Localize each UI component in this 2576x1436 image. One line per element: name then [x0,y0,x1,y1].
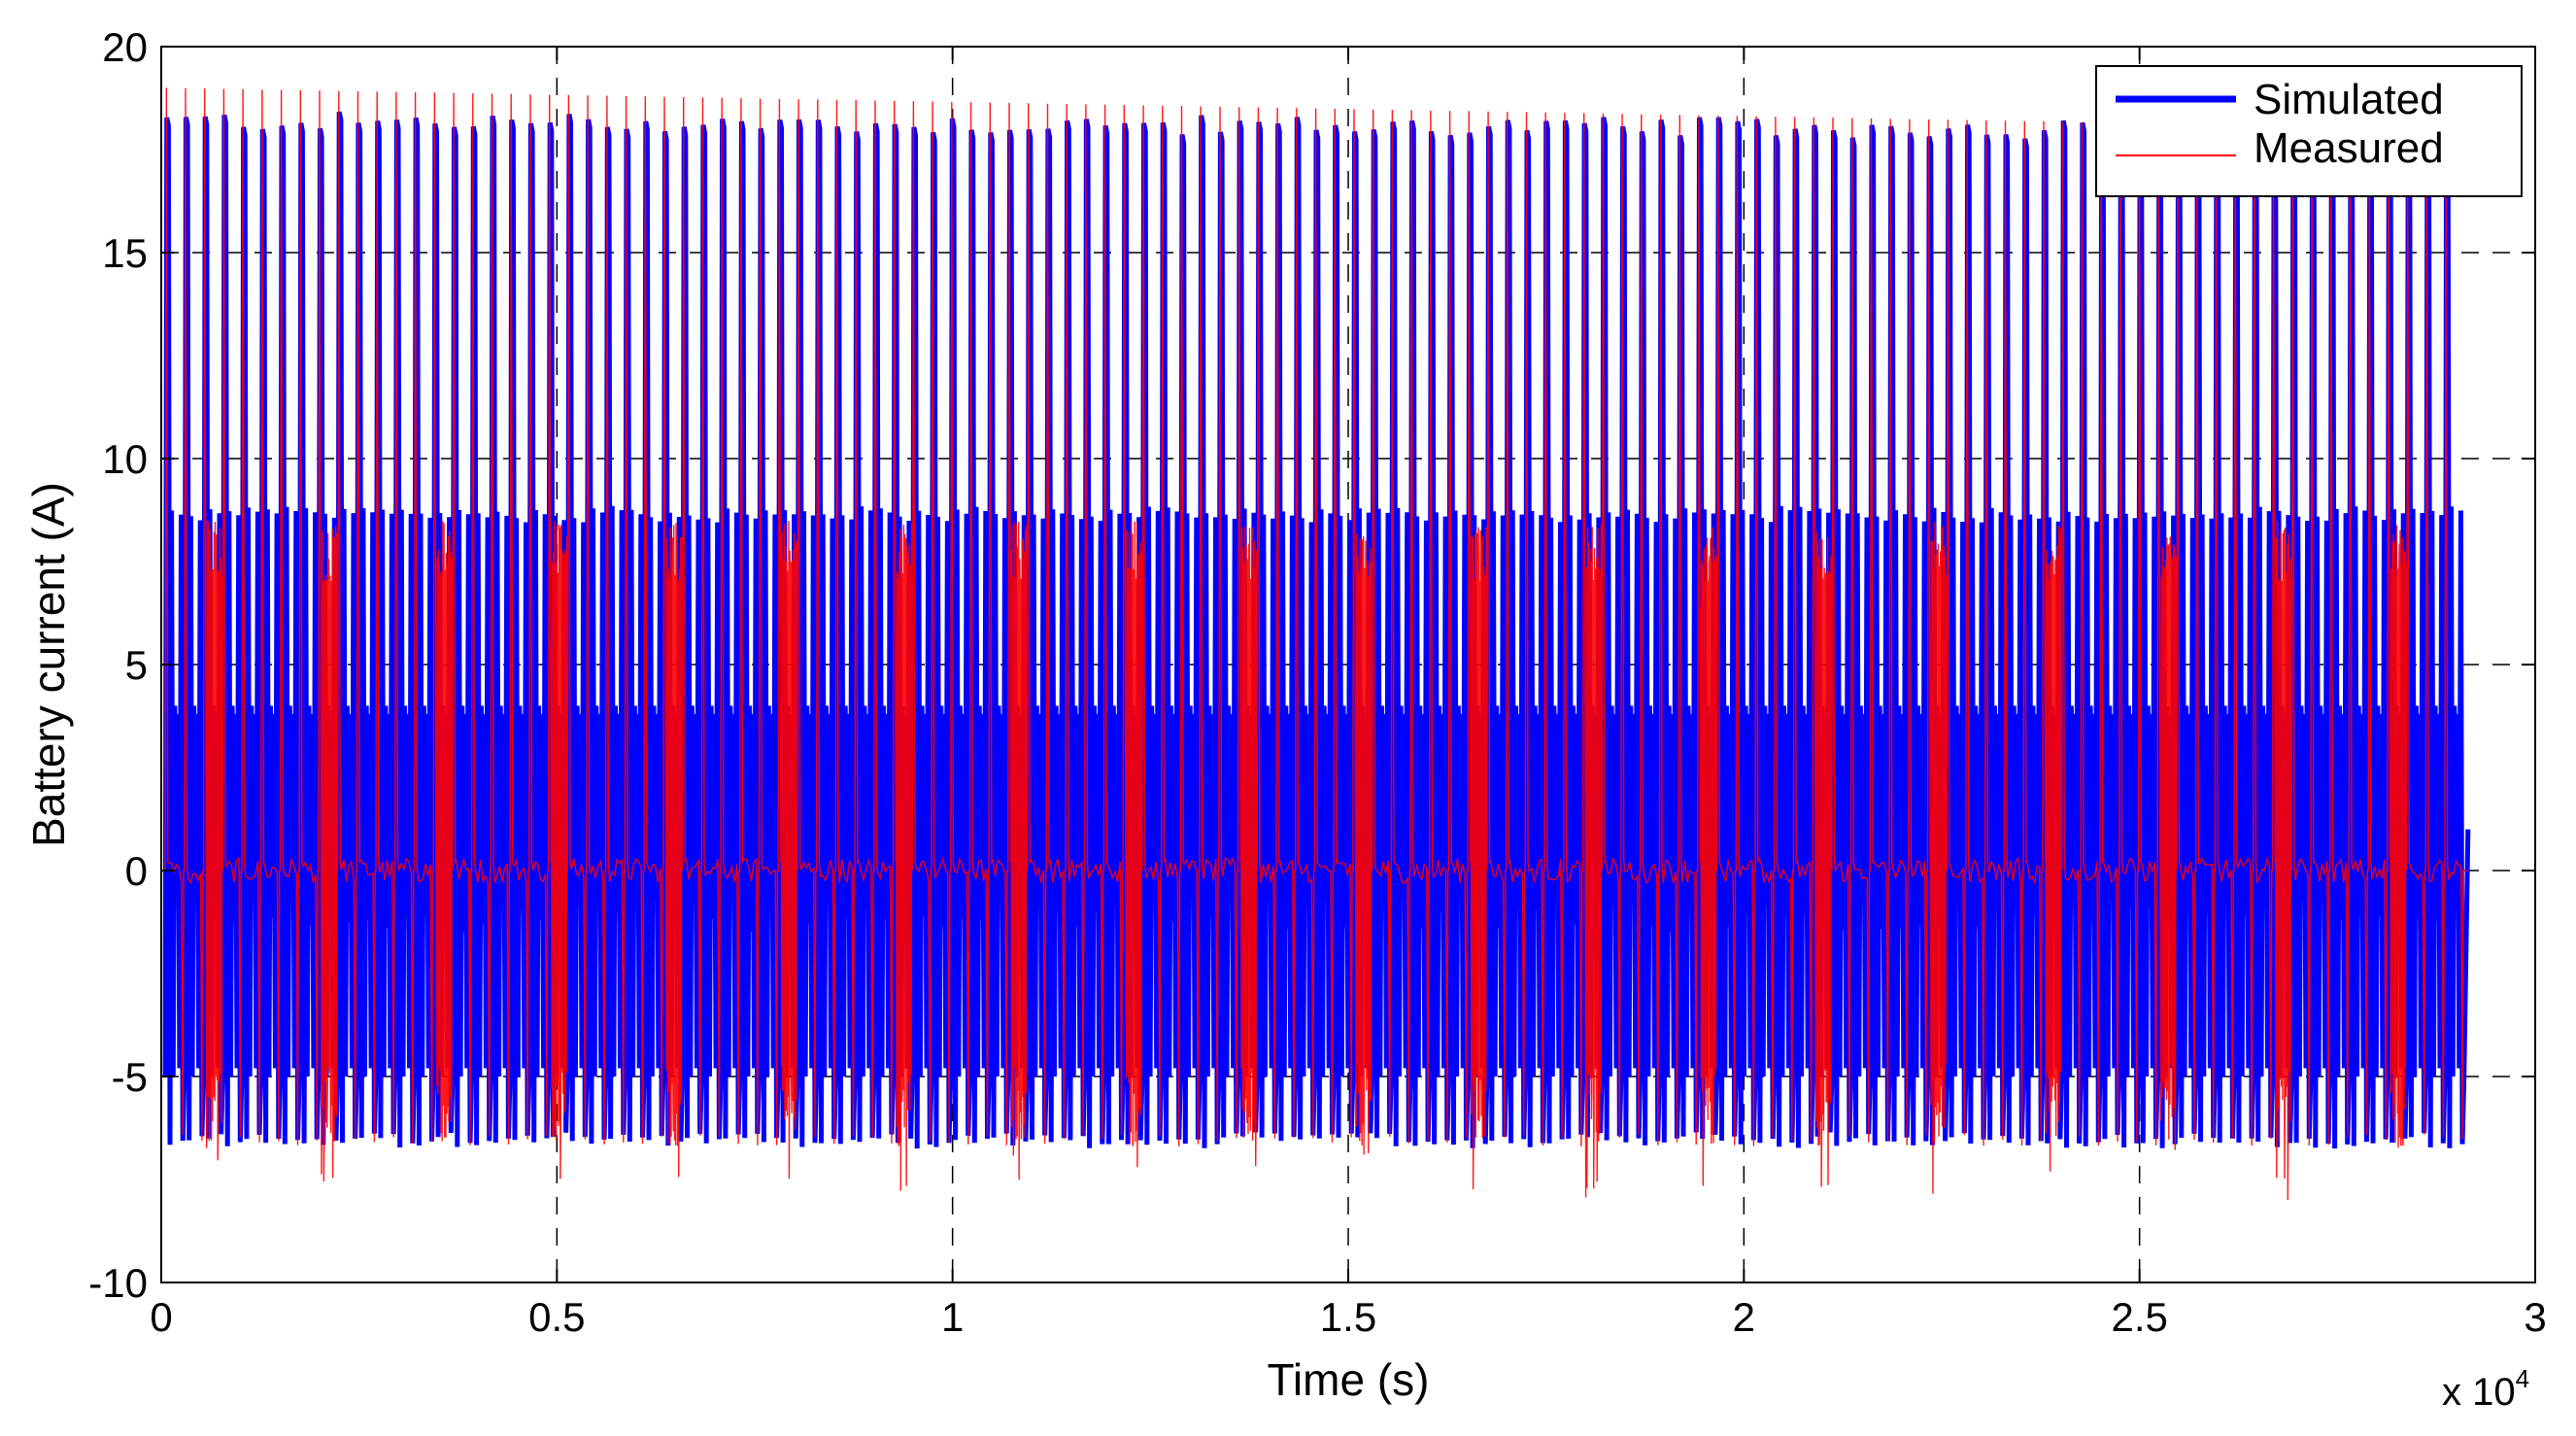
series-measured [164,87,2468,1201]
x-multiplier-label: x 104 [2442,1364,2529,1414]
y-tick-label: 20 [102,24,148,70]
x-tick-label: 2.5 [2111,1294,2167,1340]
legend-label-measured: Measured [2254,124,2444,172]
x-tick-label: 0.5 [528,1294,585,1340]
x-tick-label: 2 [1733,1294,1755,1340]
x-multiplier-exponent: 4 [2516,1364,2529,1393]
x-tick-label: 0 [150,1294,172,1340]
legend-label-simulated: Simulated [2254,76,2444,123]
x-axis-label: Time (s) [1268,1354,1430,1405]
x-tick-label: 1 [941,1294,964,1340]
x-multiplier-base: x 10 [2442,1371,2516,1414]
legend: Simulated Measured [2095,65,2523,197]
y-tick-label: 15 [102,230,148,276]
x-tick-label: 1.5 [1320,1294,1376,1340]
axis-ticks: 0 0.5 1 1.5 2 2.5 3 -10 -5 0 5 10 15 20 [88,24,2546,1340]
y-tick-label: 5 [125,642,148,688]
y-tick-label: -10 [88,1260,148,1306]
y-tick-label: -5 [112,1054,148,1100]
y-tick-label: 10 [102,436,148,482]
y-tick-label: 0 [125,848,148,894]
measured-line [164,87,2468,1201]
y-axis-label: Battery current (A) [23,482,74,847]
legend-box [2095,65,2523,197]
x-tick-label: 3 [2524,1294,2546,1340]
